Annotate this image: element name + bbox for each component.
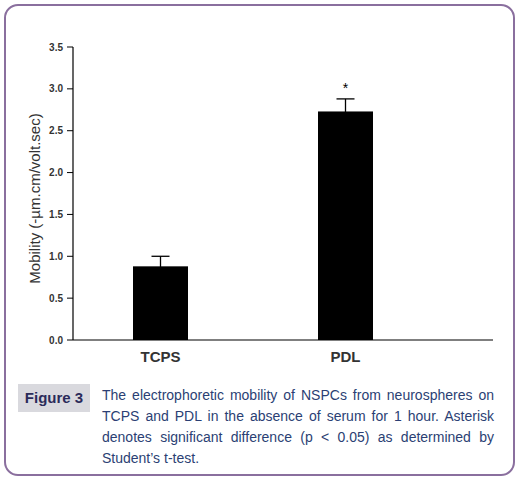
y-tick [67, 130, 73, 131]
error-cap [337, 98, 355, 99]
y-tick-label: 3.0 [49, 83, 63, 94]
y-tick-label: 1.0 [49, 251, 63, 262]
y-tick-label: 2.5 [49, 125, 63, 136]
y-tick [67, 172, 73, 173]
y-tick-label: 3.5 [49, 42, 63, 53]
x-tick-label: TCPS [140, 348, 180, 365]
figure-label: Figure 3 [18, 384, 90, 412]
y-axis [72, 47, 73, 340]
error-cap [152, 256, 170, 257]
bar [318, 111, 373, 340]
x-tick-label: PDL [331, 348, 361, 365]
y-tick [67, 214, 73, 215]
y-tick [67, 256, 73, 257]
y-tick [67, 340, 73, 341]
y-axis-label: Mobility (-µm.cm/volt.sec) [26, 113, 43, 283]
y-tick [67, 88, 73, 89]
caption: The electrophoretic mobility of NSPCs fr… [102, 385, 494, 469]
y-tick-label: 0.5 [49, 293, 63, 304]
y-tick-label: 0.0 [49, 335, 63, 346]
y-tick [67, 47, 73, 48]
bar [133, 266, 188, 340]
annotation: * [343, 80, 349, 96]
y-tick-label: 1.5 [49, 209, 63, 220]
y-tick [67, 298, 73, 299]
y-tick-label: 2.0 [49, 167, 63, 178]
